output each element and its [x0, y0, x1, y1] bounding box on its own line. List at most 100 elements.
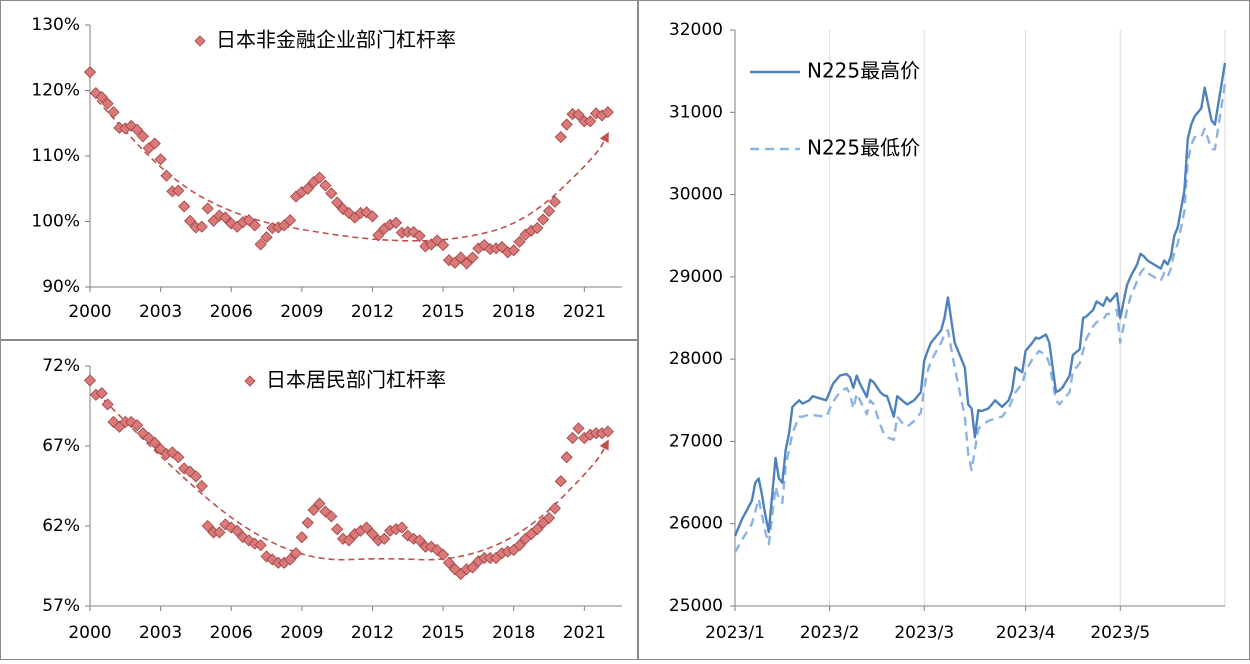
data-point-marker [219, 211, 232, 224]
data-point-marker [201, 202, 214, 215]
data-point-marker [584, 115, 597, 128]
x-tick-label: 2023/5 [1090, 623, 1150, 643]
data-point-marker [542, 511, 556, 525]
data-point-marker [313, 171, 326, 184]
data-point-marker [560, 451, 573, 464]
data-point-marker [395, 521, 408, 534]
data-point-marker [189, 470, 202, 483]
y-tick-label: 100% [31, 212, 80, 232]
data-point-marker [407, 225, 420, 239]
data-point-marker [178, 200, 191, 213]
data-point-marker [460, 257, 473, 270]
trend-arrow [96, 99, 609, 242]
data-point-marker [325, 510, 338, 523]
legend-marker [244, 375, 256, 387]
x-tick-label: 2003 [139, 623, 182, 643]
data-point-marker [313, 497, 326, 510]
legend-label: 日本居民部门杠杆率 [266, 368, 446, 392]
data-point-marker [572, 108, 585, 121]
chart-household-leverage: 57% 62% 67% 72% 2000 2003 2006 2009 2012 2015 2018… [42, 356, 622, 643]
y-tick-label: 120% [31, 81, 80, 101]
data-point-marker [284, 553, 297, 566]
y-tick-label: 67% [42, 436, 80, 456]
x-tick-label: 2009 [280, 302, 323, 322]
y-tick-label: 32000 [669, 20, 723, 40]
data-point-marker [242, 214, 255, 227]
data-point-marker [201, 519, 214, 533]
data-point-marker [295, 531, 308, 544]
data-point-marker [284, 214, 297, 227]
data-point-marker [172, 451, 185, 464]
data-point-marker [413, 534, 426, 547]
data-point-marker [554, 130, 567, 144]
data-point-marker [372, 229, 385, 242]
data-point-marker [325, 187, 338, 200]
x-tick-label: 2015 [421, 623, 464, 643]
data-point-marker [225, 521, 238, 534]
data-point-marker [572, 422, 585, 435]
x-tick-label: 2023/3 [894, 623, 954, 643]
data-point-marker [95, 387, 108, 400]
data-point-marker [495, 240, 509, 254]
data-point-marker [601, 106, 614, 119]
panel-n225-border [638, 0, 1250, 660]
x-tick-label: 2006 [210, 623, 253, 643]
data-point-marker [331, 523, 344, 536]
data-point-marker [154, 153, 167, 166]
y-tick-label: 30000 [669, 185, 723, 205]
data-point-marker [531, 523, 544, 536]
x-tick-label: 2015 [421, 302, 464, 322]
data-point-marker [301, 516, 314, 529]
data-point-marker [195, 220, 208, 233]
data-point-marker [183, 214, 197, 227]
data-point-marker [131, 123, 144, 136]
x-tick-label: 2023/2 [800, 623, 860, 643]
data-point-marker [89, 87, 102, 100]
data-point-marker [101, 398, 114, 411]
y-tick-label: 26000 [669, 514, 723, 534]
data-point-marker [466, 561, 479, 574]
data-point-marker [136, 130, 150, 143]
data-point-marker [601, 425, 614, 438]
data-point-marker [213, 526, 226, 539]
x-tick-label: 2000 [68, 302, 111, 322]
x-tick-label: 2018 [492, 302, 535, 322]
x-tick-label: 2023/1 [705, 623, 765, 643]
chart-n225-price: 25000 26000 27000 28000 29000 30000 31000 32000… [669, 20, 1227, 643]
data-point-marker [360, 206, 373, 219]
data-point-marker [454, 251, 467, 264]
y-tick-label: 62% [42, 516, 80, 536]
data-point-marker [260, 231, 273, 244]
data-point-marker [560, 118, 573, 131]
y-tick-label: 57% [42, 596, 80, 616]
legend-label: N225最高价 [807, 59, 920, 83]
y-tick-label: 110% [31, 146, 80, 166]
x-tick-label: 2021 [563, 623, 606, 643]
data-point-marker [548, 502, 561, 515]
series-line-high [733, 62, 1227, 537]
data-point-marker [513, 539, 526, 552]
x-tick-label: 2006 [210, 302, 253, 322]
data-point-marker [548, 195, 561, 208]
data-point-marker [101, 97, 114, 110]
data-point-marker [266, 553, 279, 566]
data-point-marker [83, 374, 97, 387]
data-point-marker [307, 503, 320, 517]
x-tick-label: 2003 [139, 302, 182, 322]
data-point-marker [125, 119, 138, 132]
y-tick-label: 130% [31, 15, 80, 35]
data-point-marker [342, 534, 356, 547]
data-point-marker [566, 431, 579, 445]
legend-label: N225最低价 [807, 136, 920, 160]
data-point-marker [107, 106, 120, 119]
data-point-marker [242, 534, 255, 547]
y-tick-label: 90% [42, 277, 80, 297]
x-tick-label: 2021 [563, 302, 606, 322]
y-tick-label: 25000 [669, 596, 723, 616]
data-point-marker [136, 427, 150, 440]
data-point-marker [319, 179, 332, 192]
data-point-marker [513, 235, 526, 248]
data-point-marker [289, 547, 303, 560]
y-tick-label: 28000 [669, 349, 723, 369]
